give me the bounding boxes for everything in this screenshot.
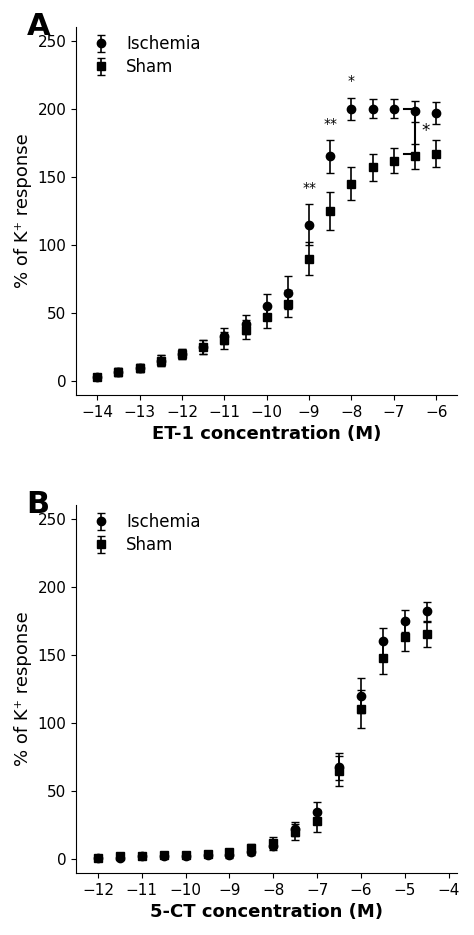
Text: B: B <box>27 490 50 519</box>
Legend: Ischemia, Sham: Ischemia, Sham <box>84 513 201 554</box>
Text: **: ** <box>302 180 316 194</box>
Text: *: * <box>421 122 430 140</box>
Text: A: A <box>27 12 50 41</box>
Y-axis label: % of K⁺ response: % of K⁺ response <box>14 134 32 288</box>
Text: *: * <box>348 74 355 88</box>
X-axis label: ET-1 concentration (M): ET-1 concentration (M) <box>152 425 382 443</box>
Text: **: ** <box>323 117 337 131</box>
Legend: Ischemia, Sham: Ischemia, Sham <box>84 36 201 77</box>
Y-axis label: % of K⁺ response: % of K⁺ response <box>14 611 32 767</box>
X-axis label: 5-CT concentration (M): 5-CT concentration (M) <box>150 903 383 921</box>
